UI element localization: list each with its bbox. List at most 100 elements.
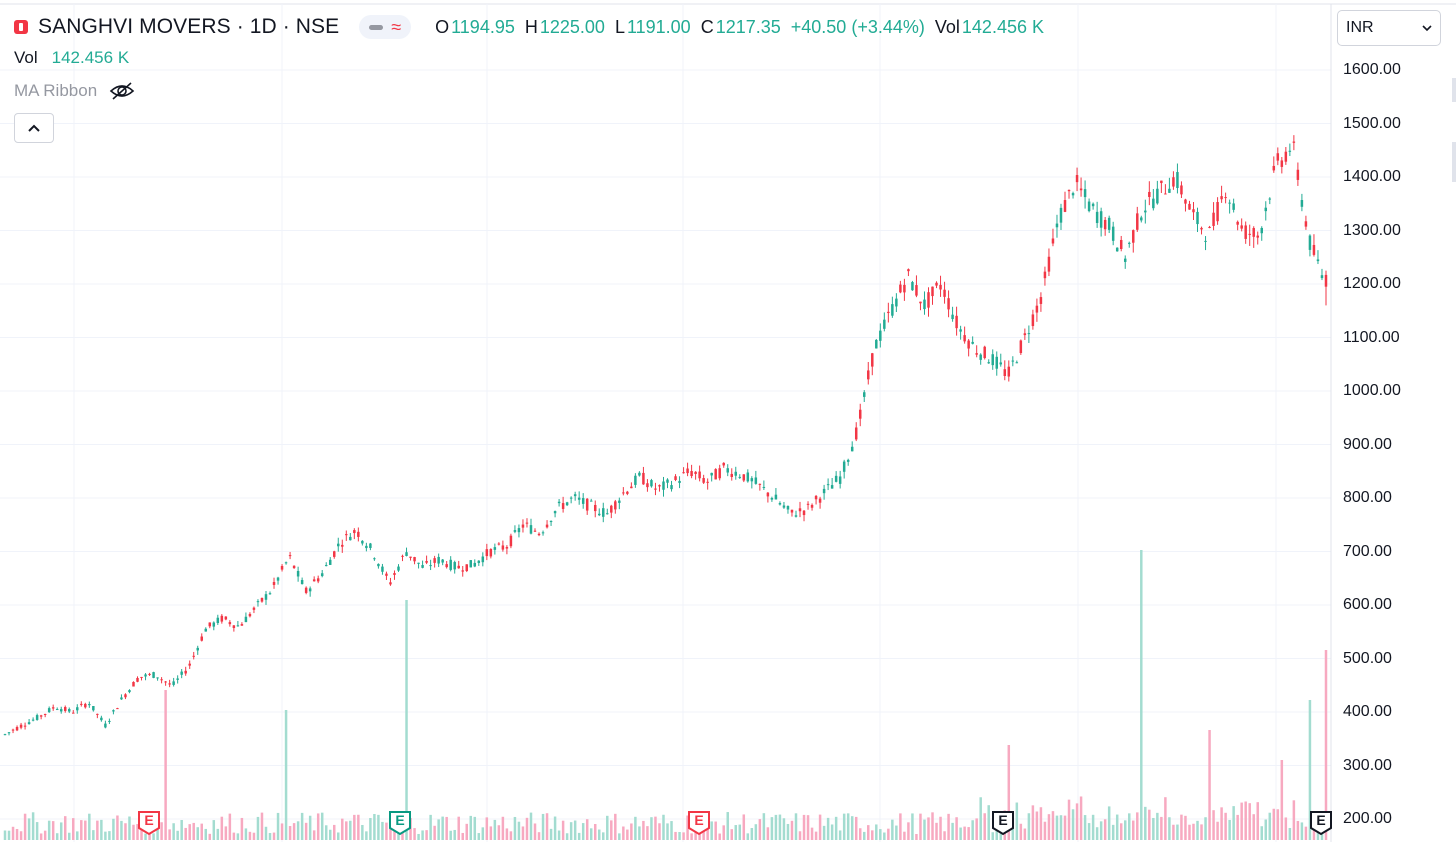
volume-bar [1136, 812, 1139, 840]
candle-body [742, 474, 746, 481]
volume-legend[interactable]: Vol 142.456 K [14, 48, 129, 68]
volume-bar [618, 833, 621, 840]
volume-bar [710, 821, 713, 840]
chart-style-pill[interactable]: ≈ [359, 15, 412, 39]
volume-bar [814, 831, 818, 840]
right-edge-tab[interactable] [1452, 142, 1456, 182]
candle-body [1039, 297, 1043, 304]
candle-body [72, 712, 75, 714]
symbol-legend: SANGHVI MOVERS · 1D · NSE ≈ O 1194.95 H 12… [14, 12, 1054, 42]
candle-body [35, 715, 39, 720]
candle-body [750, 478, 754, 482]
volume-bar [822, 825, 826, 840]
volume-bar [224, 826, 228, 840]
volume-bar [658, 823, 661, 840]
candle-body [1123, 258, 1127, 262]
volume-bar [935, 822, 938, 840]
volume-bar [136, 824, 139, 840]
volume-bar [172, 823, 175, 840]
candle-body [521, 524, 525, 528]
candle-body [826, 484, 830, 486]
candle-body [168, 683, 171, 685]
candle-body [1316, 259, 1320, 262]
candle-body [919, 301, 922, 304]
candle-body [489, 548, 493, 557]
candle-body [373, 558, 376, 560]
volume-bar [132, 824, 135, 840]
candle-body [525, 522, 529, 524]
wave-icon[interactable]: ≈ [391, 17, 402, 37]
volume-bar [188, 824, 191, 840]
volume-bar [541, 813, 545, 840]
candle-body [1240, 225, 1243, 229]
candle-body [682, 472, 685, 474]
candle-body [1071, 193, 1075, 196]
volume-bar [846, 813, 850, 840]
y-tick-label: 1300.00 [1343, 221, 1401, 239]
candle-body [1027, 333, 1031, 335]
volume-bar [1280, 760, 1284, 840]
volume-bar [963, 826, 966, 840]
volume-bar [35, 822, 39, 840]
candle-body [610, 505, 613, 513]
volume-bar [1216, 821, 1219, 840]
candle-body [324, 565, 328, 567]
candle-body [361, 540, 364, 544]
candle-body [1003, 369, 1007, 377]
candle-body [903, 284, 906, 293]
volume-bar [770, 817, 774, 840]
candle-body [606, 513, 609, 515]
candle-body [794, 515, 798, 517]
volume-bar [762, 813, 766, 840]
symbol-title[interactable]: SANGHVI MOVERS · 1D · NSE [38, 15, 340, 38]
minus-icon[interactable] [369, 24, 384, 30]
volume-bar [887, 828, 890, 840]
candle-body [421, 565, 424, 568]
candle-body [569, 497, 573, 499]
high-key: H [524, 16, 538, 37]
earnings-badge[interactable]: E [687, 810, 711, 836]
candle-body [678, 480, 681, 483]
y-tick-label: 300.00 [1343, 756, 1392, 774]
candle-body [1216, 202, 1219, 222]
earnings-badge[interactable]: E [1309, 810, 1333, 836]
volume-bar [1172, 824, 1175, 840]
indicator-legend[interactable]: MA Ribbon [14, 81, 135, 101]
candle-body [947, 298, 950, 310]
candle-body [224, 616, 228, 620]
volume-bar [606, 815, 609, 840]
earnings-badge[interactable]: E [388, 810, 412, 836]
earnings-badge[interactable]: E [991, 810, 1015, 836]
volume-bar [312, 830, 316, 840]
earnings-badge[interactable]: E [137, 810, 161, 836]
candle-body [915, 285, 918, 296]
candle-body [778, 503, 782, 505]
volume-bar [272, 832, 276, 840]
candle-body [1119, 239, 1123, 249]
candle-body [220, 615, 224, 622]
volume-bar [854, 816, 858, 840]
eye-off-icon[interactable] [109, 81, 135, 101]
candle-body [236, 625, 240, 627]
candle-body [758, 483, 762, 485]
candle-body [132, 681, 135, 687]
candle-body [493, 547, 497, 550]
volume-bar [778, 814, 782, 840]
candle-body [959, 329, 962, 332]
volume-bar [292, 823, 296, 840]
volume-bar [357, 814, 360, 840]
right-edge-tab[interactable] [1452, 78, 1456, 102]
volume-bar [967, 827, 970, 840]
collapse-legend-button[interactable] [14, 113, 54, 143]
candle-body [23, 725, 27, 727]
currency-select[interactable]: INR [1337, 10, 1441, 46]
candle-body [485, 549, 489, 557]
volume-bar [96, 820, 99, 840]
candle-body [437, 556, 440, 564]
candle-body [1144, 210, 1147, 213]
volume-bar [790, 820, 794, 840]
volume-bar [220, 816, 224, 840]
candle-body [963, 335, 966, 342]
